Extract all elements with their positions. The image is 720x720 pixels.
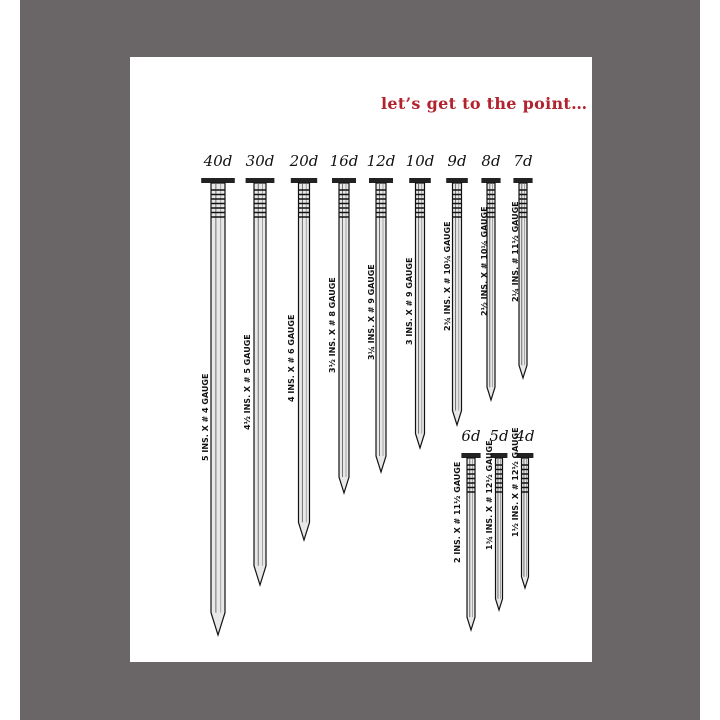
nail bbox=[369, 178, 393, 475]
nail bbox=[332, 178, 356, 496]
nail-spec-label: 2¾ INS. X # 10¼ GAUGE bbox=[443, 221, 452, 332]
nail bbox=[461, 453, 481, 633]
tagline: let’s get to the point… bbox=[381, 94, 588, 113]
nail-spec-label: 2 INS. X # 11½ GAUGE bbox=[453, 461, 462, 563]
nail-size-label: 12d bbox=[366, 152, 396, 170]
nail bbox=[446, 178, 468, 428]
nail-spec-label: 4½ INS. X # 5 GAUGE bbox=[243, 334, 252, 431]
nail-spec-label: 4 INS. X # 6 GAUGE bbox=[287, 314, 296, 403]
nail-spec-label: 1¾ INS. X # 12½ GAUGE bbox=[485, 440, 494, 551]
nail-spec-label: 2½ INS. X # 10¼ GAUGE bbox=[480, 206, 489, 316]
nail-size-label: 6d bbox=[461, 427, 481, 445]
nail-size-label: 16d bbox=[329, 152, 359, 170]
nail-size-label: 4d bbox=[515, 427, 535, 445]
nail-size-label: 10d bbox=[405, 152, 435, 170]
nail-size-label: 9d bbox=[447, 152, 467, 170]
nail bbox=[290, 178, 318, 543]
nail-spec-label: 2¼ INS. # 11½ GAUGE bbox=[511, 201, 520, 302]
nail-spec-label: 3¼ INS. X # 9 GAUGE bbox=[367, 264, 376, 361]
nail bbox=[481, 178, 501, 403]
nail bbox=[490, 453, 508, 613]
nail-size-label: 7d bbox=[513, 152, 533, 170]
nail-size-label: 40d bbox=[203, 152, 233, 170]
nail bbox=[513, 178, 533, 381]
nail-spec-label: 1½ INS. X # 12½ GAUGE bbox=[511, 427, 520, 537]
nail bbox=[245, 178, 275, 588]
nail bbox=[516, 453, 534, 591]
nail-spec-label: 3½ INS. X # 8 GAUGE bbox=[328, 277, 337, 374]
card bbox=[130, 57, 592, 662]
nail bbox=[201, 178, 235, 638]
nail-size-label: 30d bbox=[245, 152, 275, 170]
nail bbox=[409, 178, 431, 451]
nail-size-label: 5d bbox=[489, 427, 509, 445]
nail-spec-label: 3 INS. X # 9 GAUGE bbox=[405, 257, 414, 346]
nail-spec-label: 5 INS. X # 4 GAUGE bbox=[201, 373, 210, 462]
nail-size-label: 8d bbox=[481, 152, 501, 170]
nail-size-label: 20d bbox=[289, 152, 319, 170]
